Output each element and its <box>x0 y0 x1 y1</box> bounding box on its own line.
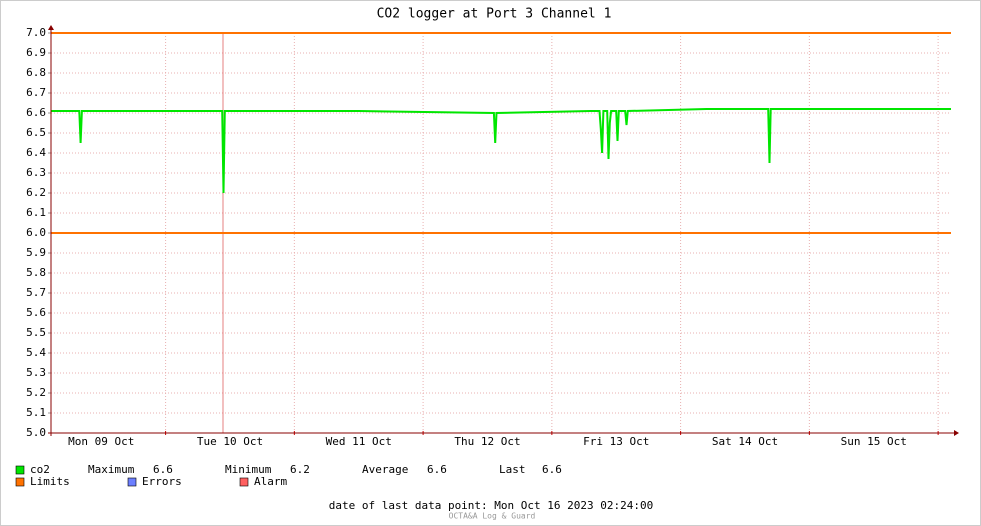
x-tick-label: Mon 09 Oct <box>68 435 134 448</box>
y-tick-label: 5.2 <box>26 386 46 399</box>
stat-label: Minimum <box>225 463 272 476</box>
x-tick-label: Tue 10 Oct <box>197 435 263 448</box>
stat-value: 6.6 <box>542 463 562 476</box>
y-tick-label: 5.5 <box>26 326 46 339</box>
y-tick-label: 6.7 <box>26 86 46 99</box>
legend-swatch <box>15 477 25 487</box>
stat-value: 6.6 <box>427 463 447 476</box>
chart-title: CO2 logger at Port 3 Channel 1 <box>377 7 612 22</box>
y-tick-label: 6.6 <box>26 106 46 119</box>
stat-label: Maximum <box>88 463 135 476</box>
y-tick-label: 6.5 <box>26 126 46 139</box>
stat-label: Average <box>362 463 408 476</box>
y-tick-label: 6.2 <box>26 186 46 199</box>
x-tick-label: Fri 13 Oct <box>583 435 649 448</box>
y-tick-label: 5.6 <box>26 306 46 319</box>
y-tick-label: 6.8 <box>26 66 46 79</box>
y-tick-label: 5.7 <box>26 286 46 299</box>
y-tick-label: 5.1 <box>26 406 46 419</box>
footer: date of last data point: Mon Oct 16 2023… <box>329 499 654 512</box>
credit: OCTA&A Log & Guard <box>449 512 536 521</box>
x-axis-arrow <box>954 430 959 436</box>
y-tick-label: 6.4 <box>26 146 46 159</box>
stat-value: 6.2 <box>290 463 310 476</box>
y-tick-label: 5.9 <box>26 246 46 259</box>
y-tick-label: 5.3 <box>26 366 46 379</box>
y-tick-label: 5.0 <box>26 426 46 439</box>
y-tick-label: 5.8 <box>26 266 46 279</box>
y-tick-label: 6.0 <box>26 226 46 239</box>
x-tick-label: Thu 12 Oct <box>454 435 520 448</box>
stat-label: Last <box>499 463 526 476</box>
legend-swatch <box>15 465 25 475</box>
y-tick-label: 5.4 <box>26 346 46 359</box>
data-line <box>51 108 951 194</box>
legend-label: Alarm <box>254 475 287 488</box>
x-tick-label: Wed 11 Oct <box>326 435 392 448</box>
legend-swatch <box>127 477 137 487</box>
y-tick-label: 6.3 <box>26 166 46 179</box>
x-tick-label: Sat 14 Oct <box>712 435 778 448</box>
stat-value: 6.6 <box>153 463 173 476</box>
x-tick-label: Sun 15 Oct <box>841 435 907 448</box>
y-tick-label: 6.9 <box>26 46 46 59</box>
legend-label: Errors <box>142 475 182 488</box>
legend-swatch <box>239 477 249 487</box>
y-tick-label: 7.0 <box>26 26 46 39</box>
legend-label: co2 <box>30 463 50 476</box>
legend-label: Limits <box>30 475 70 488</box>
y-axis-arrow <box>48 25 54 30</box>
y-tick-label: 6.1 <box>26 206 46 219</box>
